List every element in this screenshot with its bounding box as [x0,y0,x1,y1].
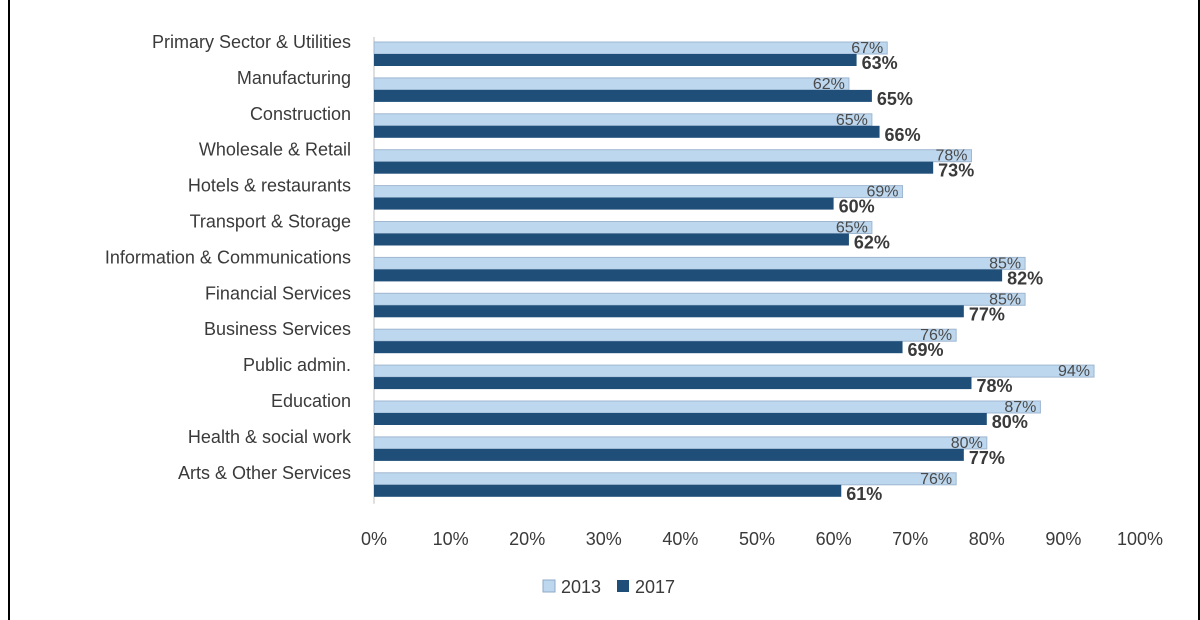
bar-2017 [374,54,857,66]
data-label-2017: 77% [969,448,1005,468]
legend-label-2017: 2017 [635,577,675,597]
category-label: Wholesale & Retail [199,140,351,160]
bar-2017 [374,413,987,425]
legend: 2013 2017 [542,577,675,597]
data-label-2017: 62% [854,233,890,253]
data-label-2017: 80% [992,412,1028,432]
chart-frame: Primary Sector & Utilities Manufacturing C… [8,0,1200,620]
data-label-2013: 62% [813,76,845,93]
bar-2013 [373,292,1026,306]
x-tick-label: 50% [739,529,775,549]
data-label-2013: 76% [920,327,952,344]
bar-2013 [373,41,888,55]
category-label: Arts & Other Services [178,463,351,483]
category-label: Hotels & restaurants [188,176,351,196]
bar-2013 [373,221,873,234]
bar-2013 [373,400,1041,414]
x-tick-label: 30% [586,529,622,549]
data-label-2013: 78% [935,148,967,165]
data-label-2017: 61% [846,484,882,504]
bar-2017 [374,89,872,102]
bar-2017 [374,484,842,497]
bar-2013 [373,77,850,91]
legend-label-2013: 2013 [561,577,601,597]
bar-2013 [373,185,904,199]
data-label-2017: 82% [1007,268,1043,288]
data-label-2017: 69% [908,340,944,360]
category-label: Health & social work [188,427,352,447]
data-label-2013: 67% [851,40,883,57]
bar-2017 [374,448,964,461]
data-label-2017: 77% [969,304,1005,324]
data-label-2013: 65% [836,112,868,129]
bar-2017 [374,305,964,318]
category-label: Public admin. [243,355,351,375]
data-label-2013: 94% [1058,363,1090,380]
x-tick-label: 90% [1045,529,1081,549]
category-labels: Primary Sector & Utilities Manufacturing C… [105,32,352,483]
x-tick-label: 40% [662,529,698,549]
data-label-2017: 63% [862,53,898,73]
category-label: Education [271,391,351,411]
data-label-2013: 76% [920,471,952,488]
category-label: Information & Communications [105,247,351,267]
bars [373,41,1095,497]
data-label-2017: 60% [839,197,875,217]
category-label: Manufacturing [237,68,351,88]
bar-2013 [373,436,988,450]
x-tick-label: 60% [816,529,852,549]
category-label: Business Services [204,319,351,339]
x-tick-label: 10% [433,529,469,549]
data-label-2013: 85% [989,255,1021,272]
data-label-2013: 85% [989,291,1021,308]
bar-2017 [374,377,972,390]
bar-2013 [373,149,972,163]
data-label-2013: 80% [951,435,983,452]
bar-2013 [373,328,957,342]
data-label-2017: 65% [877,89,913,109]
x-tick-label: 80% [969,529,1005,549]
x-tick-label: 20% [509,529,545,549]
data-label-2017: 78% [976,376,1012,396]
bar-2017 [374,269,1003,282]
data-label-2013: 65% [836,220,868,237]
data-label-2013: 69% [867,184,899,201]
legend-swatch-2013 [542,579,556,593]
legend-swatch-2017 [617,580,629,592]
bar-2017 [374,197,834,210]
data-labels: 67%63%62%65%65%66%78%73%69%60%65%62%85%8… [813,40,1090,504]
data-label-2013: 87% [1004,399,1036,416]
category-label: Transport & Storage [190,211,351,231]
bar-chart: Primary Sector & Utilities Manufacturing C… [105,32,1163,597]
x-tick-label: 100% [1117,529,1163,549]
x-axis-ticks: 0% 10% 20% 30% 40% 50% 60% 70% 80% 90% 100% [361,529,1163,549]
bar-2013 [373,256,1026,270]
bar-2017 [374,161,934,174]
x-tick-label: 70% [892,529,928,549]
data-label-2017: 73% [938,161,974,181]
data-label-2017: 66% [885,125,921,145]
bar-2013 [373,113,873,127]
category-label: Financial Services [205,283,351,303]
bar-2017 [374,125,880,138]
category-label: Construction [250,104,351,124]
bar-2017 [374,341,903,354]
bar-2017 [374,233,849,246]
category-label: Primary Sector & Utilities [152,32,351,52]
x-tick-label: 0% [361,529,387,549]
